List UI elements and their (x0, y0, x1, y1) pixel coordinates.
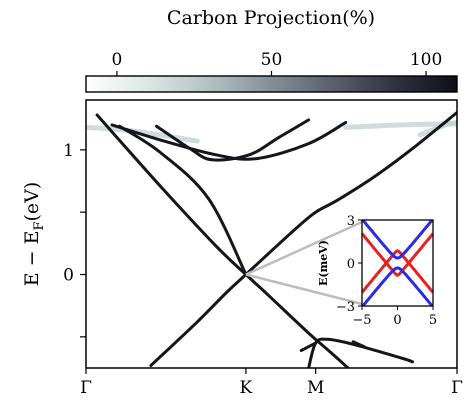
band-line (307, 337, 414, 368)
colorbar-ticks: 0 50 100 (112, 50, 442, 76)
connector-line (245, 273, 363, 306)
y-axis-label-subscript: F (32, 222, 47, 231)
band-line (110, 120, 348, 161)
inset-y-tick-label: 3 (347, 214, 355, 229)
band-line (117, 124, 248, 276)
y-tick-label: 0 (63, 266, 74, 286)
colorbar-gradient (85, 75, 458, 93)
inset-y-tick-label: −3 (336, 300, 355, 315)
band-line (149, 111, 457, 367)
band-line (155, 118, 311, 162)
band-line (351, 340, 366, 349)
band-lines (86, 111, 457, 368)
y-axis-label: E − EF(eV) (21, 182, 47, 287)
inset-connector-lines (245, 220, 363, 306)
colorbar-tick-label: 50 (261, 50, 283, 70)
inset-y-tick-label: 0 (347, 257, 355, 272)
x-tick-label: Γ (451, 378, 463, 398)
band-line-faded (86, 124, 200, 144)
connector-line (245, 220, 363, 276)
inset-x-tick-label: 5 (429, 313, 437, 328)
inset-band-blue-lower (362, 266, 433, 306)
inset-band-red-lower (362, 232, 433, 277)
band-line (299, 341, 318, 352)
y-axis-label-unit: (eV) (21, 182, 43, 222)
y-tick-label: 1 (63, 141, 74, 161)
inset-x-tick-label: −5 (352, 313, 371, 328)
inset-ticks: −5 0 5 −3 0 3 (336, 214, 437, 328)
colorbar-tick-label: 100 (410, 50, 442, 70)
inset-band-blue-upper (362, 220, 433, 260)
inset-y-axis-label: E(meV) (317, 240, 330, 286)
band-line-faded (417, 119, 457, 138)
inset-x-tick-label: 0 (393, 313, 401, 328)
x-tick-label: M (307, 378, 324, 398)
main-axes: Γ K M Γ 0 1 E − EF(eV) (21, 99, 463, 398)
main-ticks: Γ K M Γ 0 1 (63, 141, 463, 398)
band-line (95, 113, 351, 368)
x-tick-label: K (240, 378, 253, 398)
colorbar-title: Carbon Projection(%) (167, 7, 375, 29)
inset-band-red-upper (362, 249, 433, 294)
x-tick-label: Γ (80, 378, 92, 398)
main-axes-frame (85, 99, 458, 369)
colorbar: Carbon Projection(%) 0 50 100 (85, 7, 458, 93)
inset-bands (362, 220, 433, 306)
colorbar-tick-label: 0 (112, 50, 123, 70)
inset-axes: −5 0 5 −3 0 3 E(meV) (317, 214, 437, 328)
y-axis-label-main: E − E (21, 231, 43, 287)
